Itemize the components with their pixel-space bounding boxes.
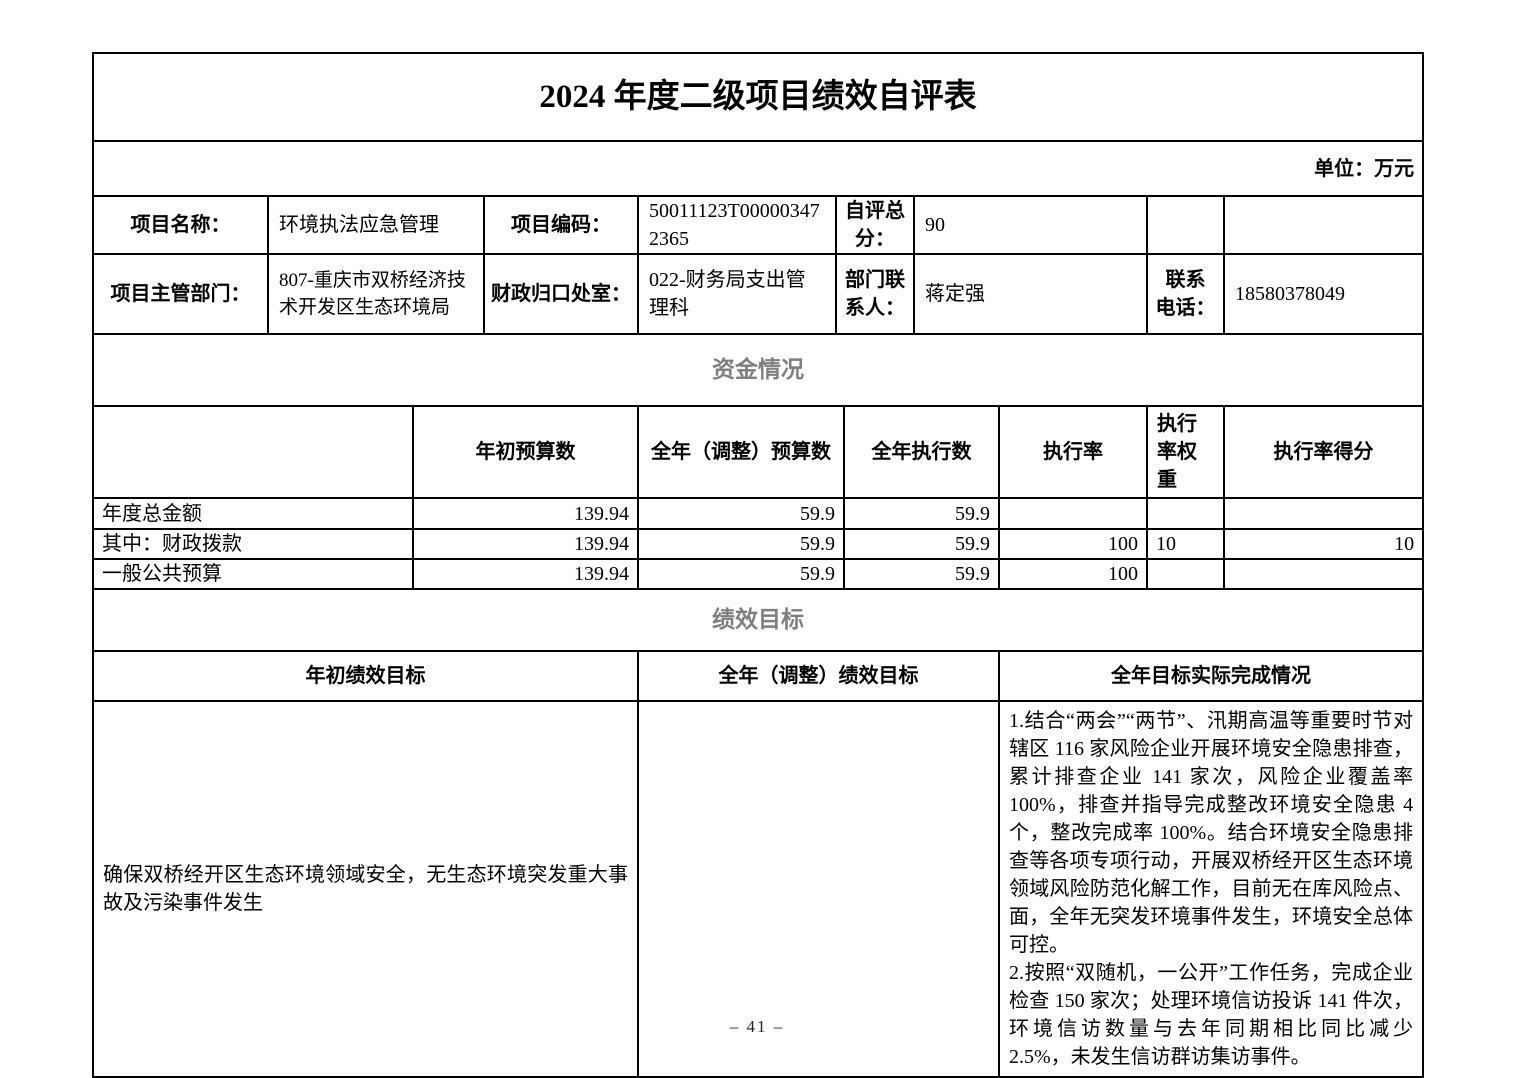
funding-row-label: 年度总金额 <box>92 497 414 530</box>
goals-content-row: 确保双桥经开区生态环境领域安全，无生态环境突发重大事故及污染事件发生 1.结合“… <box>92 700 1425 1078</box>
funding-row-label: 一般公共预算 <box>92 558 414 590</box>
goal-actual-text: 1.结合“两会”“两节”、汛期高温等重要时节对辖区 116 家风险企业开展环境安… <box>997 700 1425 1078</box>
unit-row: 单位：万元 <box>91 140 1425 197</box>
funding-executed-value: 59.9 <box>843 497 1000 530</box>
goals-header-row: 年初绩效目标 全年（调整）绩效目标 全年目标实际完成情况 <box>92 650 1425 702</box>
funding-row-fiscal: 其中：财政拨款 139.94 59.9 59.9 100 10 10 <box>92 528 1425 560</box>
funding-header-initial-budget: 年初预算数 <box>412 405 639 499</box>
funding-weight-value <box>1146 497 1225 530</box>
funding-initial-value: 139.94 <box>412 497 639 530</box>
self-evaluation-table: 2024 年度二级项目绩效自评表 单位：万元 项目名称： 环境执法应急管理 项目… <box>91 52 1425 1078</box>
self-score-label: 自评总 分： <box>835 195 915 255</box>
document-sheet: 2024 年度二级项目绩效自评表 单位：万元 项目名称： 环境执法应急管理 项目… <box>91 52 1425 1078</box>
project-code-label: 项目编码： <box>483 195 639 255</box>
funding-row-public-budget: 一般公共预算 139.94 59.9 59.9 100 <box>92 558 1425 590</box>
funding-rate-value: 100 <box>998 558 1148 590</box>
funding-section-title: 资金情况 <box>91 333 1425 407</box>
unit-note: 单位：万元 <box>91 140 1425 197</box>
project-info-row-1: 项目名称： 环境执法应急管理 项目编码： 50011123T0000034723… <box>92 195 1425 255</box>
funding-header-executed: 全年执行数 <box>843 405 1000 499</box>
funding-executed-value: 59.9 <box>843 558 1000 590</box>
funding-weight-value <box>1146 558 1225 590</box>
project-name-label: 项目名称： <box>92 195 269 255</box>
phone-value: 18580378049 <box>1222 253 1425 335</box>
funding-score-value: 10 <box>1222 528 1425 560</box>
page-number: – 41 – <box>729 1017 785 1036</box>
funding-header-blank <box>92 405 414 499</box>
funding-row-label: 其中：财政拨款 <box>92 528 414 560</box>
goals-section-row: 绩效目标 <box>91 588 1425 652</box>
funding-header-execution-rate: 执行率 <box>998 405 1148 499</box>
empty-cell <box>1146 195 1225 255</box>
goals-header-actual: 全年目标实际完成情况 <box>997 650 1425 702</box>
goals-header-initial: 年初绩效目标 <box>92 650 639 702</box>
dept-label: 项目主管部门： <box>92 253 269 335</box>
funding-initial-value: 139.94 <box>412 528 639 560</box>
finance-office-value: 022-财务局支出管理科 <box>637 253 837 335</box>
funding-adjusted-value: 59.9 <box>637 497 845 530</box>
project-name-value: 环境执法应急管理 <box>267 195 485 255</box>
funding-adjusted-value: 59.9 <box>637 558 845 590</box>
dept-value: 807-重庆市双桥经济技术开发区生态环境局 <box>267 253 485 335</box>
funding-header-row: 年初预算数 全年（调整）预算数 全年执行数 执行率 执行 率权 重 执行率得分 <box>92 405 1425 499</box>
funding-initial-value: 139.94 <box>412 558 639 590</box>
project-code-value: 50011123T000003472365 <box>637 195 837 255</box>
self-score-value: 90 <box>913 195 1148 255</box>
funding-header-rate-weight: 执行 率权 重 <box>1146 405 1225 499</box>
phone-label: 联系 电话： <box>1146 253 1225 335</box>
goals-header-adjusted: 全年（调整）绩效目标 <box>637 650 1000 702</box>
funding-rate-value: 100 <box>998 528 1148 560</box>
funding-section-row: 资金情况 <box>91 333 1425 407</box>
page-title: 2024 年度二级项目绩效自评表 <box>91 52 1425 142</box>
goals-section-title: 绩效目标 <box>91 588 1425 652</box>
contact-label: 部门联 系人： <box>835 253 915 335</box>
finance-office-label: 财政归口处室： <box>483 253 639 335</box>
project-info-row-2: 项目主管部门： 807-重庆市双桥经济技术开发区生态环境局 财政归口处室： 02… <box>92 253 1425 335</box>
funding-header-rate-score: 执行率得分 <box>1222 405 1425 499</box>
empty-cell <box>1222 195 1425 255</box>
goal-initial-text: 确保双桥经开区生态环境领域安全，无生态环境突发重大事故及污染事件发生 <box>92 700 639 1078</box>
funding-score-value <box>1222 497 1425 530</box>
funding-adjusted-value: 59.9 <box>637 528 845 560</box>
funding-weight-value: 10 <box>1146 528 1225 560</box>
funding-header-adjusted-budget: 全年（调整）预算数 <box>637 405 845 499</box>
funding-score-value <box>1222 558 1425 590</box>
funding-row-total: 年度总金额 139.94 59.9 59.9 <box>92 497 1425 530</box>
title-row: 2024 年度二级项目绩效自评表 <box>91 52 1425 142</box>
goal-adjusted-text <box>637 700 1000 1078</box>
funding-executed-value: 59.9 <box>843 528 1000 560</box>
contact-value: 蒋定强 <box>913 253 1148 335</box>
funding-rate-value <box>998 497 1148 530</box>
